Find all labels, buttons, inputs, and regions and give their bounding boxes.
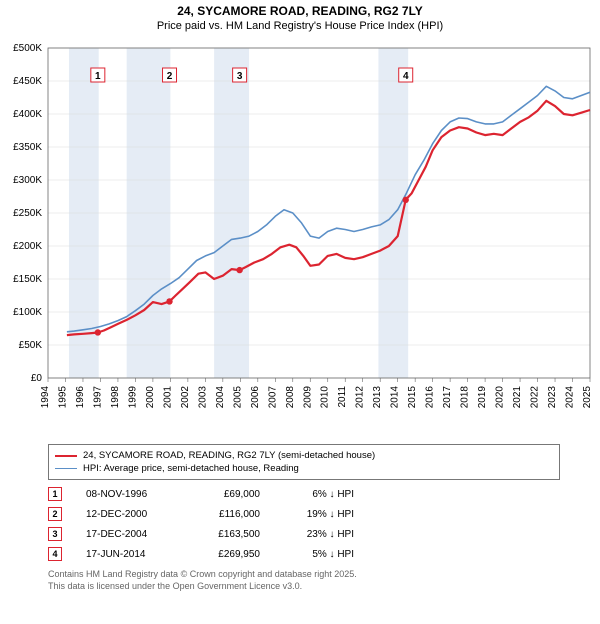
x-tick-label: 2025: [582, 386, 593, 409]
legend-swatch: [55, 468, 77, 469]
x-tick-label: 2012: [355, 386, 366, 409]
attribution-line1: Contains HM Land Registry data © Crown c…: [48, 568, 560, 580]
sales-diff: 23% ↓ HPI: [284, 529, 354, 540]
legend-item: 24, SYCAMORE ROAD, READING, RG2 7LY (sem…: [55, 449, 553, 462]
x-tick-label: 2006: [250, 386, 261, 409]
chart-svg: £0 £50K £100K £150K £200K £250K £300K £350K £400…: [0, 38, 600, 438]
x-tick-label: 2020: [495, 386, 506, 409]
x-tick-label: 2024: [565, 386, 576, 409]
x-tick-label: 1998: [110, 386, 121, 409]
x-tick-label: 2000: [145, 386, 156, 409]
chart-marker-label: 2: [167, 71, 173, 82]
x-tick-label: 2011: [337, 386, 348, 408]
x-tick-label: 2013: [372, 386, 383, 409]
x-tick-label: 1995: [57, 386, 68, 409]
y-tick-label: £150K: [13, 274, 42, 285]
y-tick-label: £100K: [13, 307, 42, 318]
y-tick-label: £0: [31, 373, 43, 384]
sales-price: £163,500: [200, 529, 260, 540]
sales-diff: 6% ↓ HPI: [284, 489, 354, 500]
sales-row: 1 08-NOV-1996 £69,000 6% ↓ HPI: [48, 484, 560, 504]
y-tick-label: £50K: [19, 340, 43, 351]
legend-box: 24, SYCAMORE ROAD, READING, RG2 7LY (sem…: [48, 444, 560, 480]
sales-price: £116,000: [200, 509, 260, 520]
x-tick-label: 2022: [530, 386, 541, 409]
x-tick-label: 2007: [267, 386, 278, 409]
attribution: Contains HM Land Registry data © Crown c…: [48, 568, 560, 592]
chart-title: 24, SYCAMORE ROAD, READING, RG2 7LY: [0, 4, 600, 18]
x-tick-label: 2010: [320, 386, 331, 409]
sales-date: 17-DEC-2004: [86, 529, 176, 540]
chart-subtitle: Price paid vs. HM Land Registry's House …: [0, 20, 600, 32]
x-tick-label: 2016: [425, 386, 436, 409]
sales-row: 4 17-JUN-2014 £269,950 5% ↓ HPI: [48, 544, 560, 564]
page-container: 24, SYCAMORE ROAD, READING, RG2 7LY Pric…: [0, 4, 600, 624]
sales-diff: 19% ↓ HPI: [284, 509, 354, 520]
x-tick-label: 1994: [40, 386, 51, 409]
x-tick-label: 1996: [75, 386, 86, 409]
sales-marker: 4: [48, 547, 62, 561]
x-tick-label: 2015: [407, 386, 418, 409]
x-tick-label: 2002: [180, 386, 191, 409]
chart-marker-label: 1: [95, 71, 101, 82]
x-tick-label: 1999: [127, 386, 138, 409]
chart-marker-label: 4: [403, 71, 409, 82]
sales-price: £69,000: [200, 489, 260, 500]
sales-price: £269,950: [200, 549, 260, 560]
sales-diff: 5% ↓ HPI: [284, 549, 354, 560]
y-tick-label: £250K: [13, 208, 42, 219]
legend-swatch: [55, 455, 77, 457]
sales-date: 12-DEC-2000: [86, 509, 176, 520]
sales-table: 1 08-NOV-1996 £69,000 6% ↓ HPI 2 12-DEC-2000 £…: [48, 484, 560, 564]
x-tick-label: 2008: [285, 386, 296, 409]
x-tick-label: 2023: [547, 386, 558, 409]
sales-row: 3 17-DEC-2004 £163,500 23% ↓ HPI: [48, 524, 560, 544]
y-tick-label: £400K: [13, 109, 42, 120]
sales-marker: 1: [48, 487, 62, 501]
y-tick-label: £300K: [13, 175, 42, 186]
x-tick-label: 2017: [442, 386, 453, 409]
sales-row: 2 12-DEC-2000 £116,000 19% ↓ HPI: [48, 504, 560, 524]
x-tick-label: 2014: [390, 386, 401, 409]
y-tick-label: £200K: [13, 241, 42, 252]
x-tick-label: 2018: [460, 386, 471, 409]
x-tick-label: 2021: [512, 386, 523, 409]
x-tick-label: 2009: [302, 386, 313, 409]
legend-label: 24, SYCAMORE ROAD, READING, RG2 7LY (sem…: [83, 449, 375, 462]
legend-item: HPI: Average price, semi-detached house,…: [55, 462, 553, 475]
legend-label: HPI: Average price, semi-detached house,…: [83, 462, 299, 475]
y-tick-label: £500K: [13, 43, 42, 54]
chart-area: £0 £50K £100K £150K £200K £250K £300K £350K £400…: [0, 38, 600, 438]
x-tick-label: 2019: [477, 386, 488, 409]
x-tick-label: 2004: [215, 386, 226, 409]
x-tick-label: 1997: [92, 386, 103, 409]
sales-marker: 2: [48, 507, 62, 521]
sales-date: 08-NOV-1996: [86, 489, 176, 500]
attribution-line2: This data is licensed under the Open Gov…: [48, 580, 560, 592]
sales-date: 17-JUN-2014: [86, 549, 176, 560]
x-tick-label: 2003: [197, 386, 208, 409]
y-tick-label: £450K: [13, 76, 42, 87]
y-tick-label: £350K: [13, 142, 42, 153]
chart-marker-label: 3: [237, 71, 243, 82]
sales-marker: 3: [48, 527, 62, 541]
x-tick-label: 2005: [232, 386, 243, 409]
x-tick-label: 2001: [162, 386, 173, 409]
